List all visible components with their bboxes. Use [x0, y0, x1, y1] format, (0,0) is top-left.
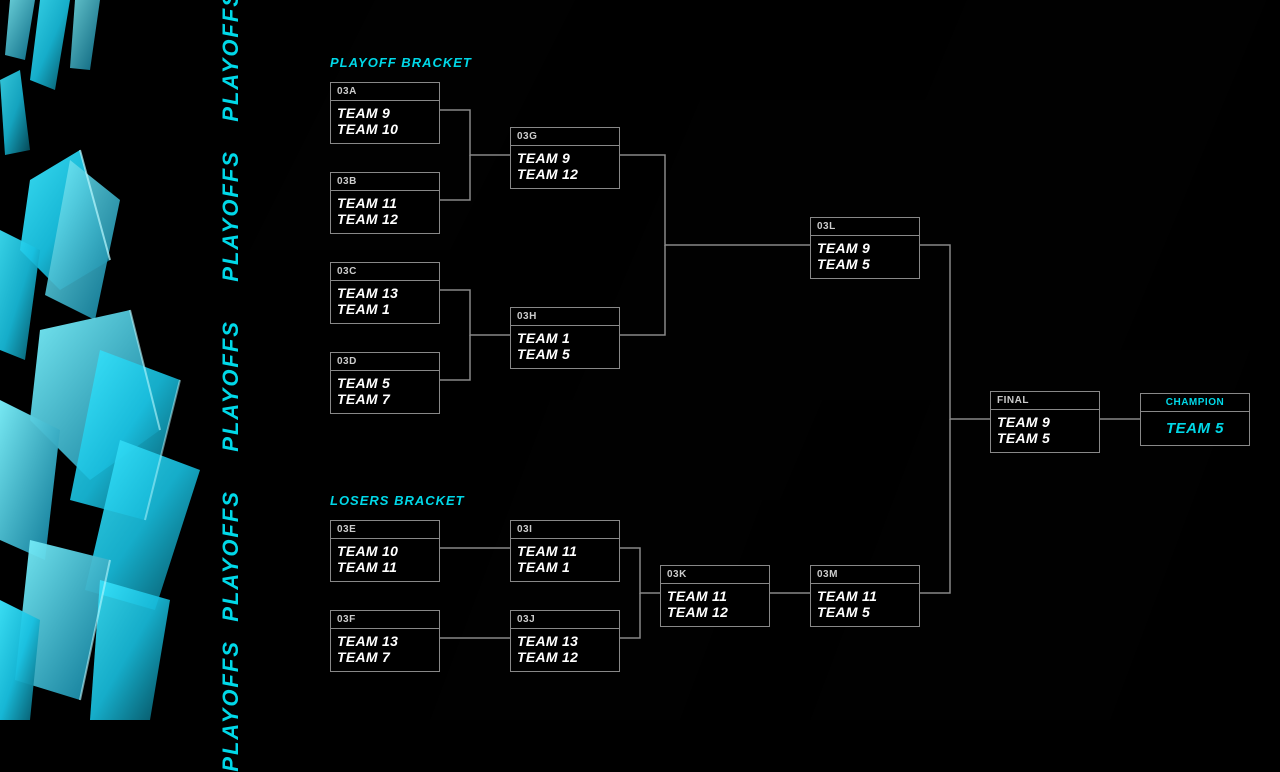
match-03l: 03L TEAM 9 TEAM 5	[810, 217, 920, 279]
match-03d: 03D TEAM 5 TEAM 7	[330, 352, 440, 414]
team-1: TEAM 11	[337, 195, 433, 211]
team-1: TEAM 9	[997, 414, 1093, 430]
match-03a: 03A TEAM 9 TEAM 10	[330, 82, 440, 144]
match-03c: 03C TEAM 13 TEAM 1	[330, 262, 440, 324]
team-1: TEAM 13	[337, 285, 433, 301]
match-code: 03K	[661, 566, 769, 584]
match-03m: 03M TEAM 11 TEAM 5	[810, 565, 920, 627]
champion-name: TEAM 5	[1147, 420, 1243, 437]
match-03j: 03J TEAM 13 TEAM 12	[510, 610, 620, 672]
team-2: TEAM 12	[337, 211, 433, 227]
playoffs-label-5: PLAYOFFS	[218, 640, 244, 772]
team-2: TEAM 11	[337, 559, 433, 575]
team-1: TEAM 11	[817, 588, 913, 604]
match-03b: 03B TEAM 11 TEAM 12	[330, 172, 440, 234]
playoffs-label-1: PLAYOFFS	[218, 0, 244, 122]
team-2: TEAM 12	[667, 604, 763, 620]
match-code: FINAL	[991, 392, 1099, 410]
match-code: 03C	[331, 263, 439, 281]
team-2: TEAM 1	[337, 301, 433, 317]
losers-bracket-title: LOSERS BRACKET	[330, 493, 465, 508]
match-code: 03G	[511, 128, 619, 146]
team-2: TEAM 5	[997, 430, 1093, 446]
team-2: TEAM 10	[337, 121, 433, 137]
team-2: TEAM 12	[517, 649, 613, 665]
champion-box: CHAMPION TEAM 5	[1140, 393, 1250, 446]
team-1: TEAM 9	[517, 150, 613, 166]
team-1: TEAM 9	[817, 240, 913, 256]
match-code: 03L	[811, 218, 919, 236]
team-1: TEAM 5	[337, 375, 433, 391]
team-2: TEAM 5	[517, 346, 613, 362]
match-03i: 03I TEAM 11 TEAM 1	[510, 520, 620, 582]
match-final: FINAL TEAM 9 TEAM 5	[990, 391, 1100, 453]
team-1: TEAM 11	[667, 588, 763, 604]
match-code: 03M	[811, 566, 919, 584]
match-code: 03H	[511, 308, 619, 326]
team-1: TEAM 10	[337, 543, 433, 559]
team-1: TEAM 13	[337, 633, 433, 649]
playoffs-label-2: PLAYOFFS	[218, 150, 244, 282]
match-code: 03D	[331, 353, 439, 371]
match-code: 03E	[331, 521, 439, 539]
match-03f: 03F TEAM 13 TEAM 7	[330, 610, 440, 672]
match-code: 03F	[331, 611, 439, 629]
team-1: TEAM 9	[337, 105, 433, 121]
match-code: 03I	[511, 521, 619, 539]
team-2: TEAM 7	[337, 391, 433, 407]
playoffs-label-4: PLAYOFFS	[218, 490, 244, 622]
team-2: TEAM 7	[337, 649, 433, 665]
match-code: 03B	[331, 173, 439, 191]
match-03e: 03E TEAM 10 TEAM 11	[330, 520, 440, 582]
team-2: TEAM 1	[517, 559, 613, 575]
match-code: 03A	[331, 83, 439, 101]
team-1: TEAM 1	[517, 330, 613, 346]
team-2: TEAM 12	[517, 166, 613, 182]
team-2: TEAM 5	[817, 604, 913, 620]
team-1: TEAM 11	[517, 543, 613, 559]
match-03g: 03G TEAM 9 TEAM 12	[510, 127, 620, 189]
team-2: TEAM 5	[817, 256, 913, 272]
playoff-bracket-title: PLAYOFF BRACKET	[330, 55, 472, 70]
match-03h: 03H TEAM 1 TEAM 5	[510, 307, 620, 369]
match-03k: 03K TEAM 11 TEAM 12	[660, 565, 770, 627]
match-code: 03J	[511, 611, 619, 629]
playoffs-label-3: PLAYOFFS	[218, 320, 244, 452]
team-1: TEAM 13	[517, 633, 613, 649]
champion-label: CHAMPION	[1141, 394, 1249, 412]
